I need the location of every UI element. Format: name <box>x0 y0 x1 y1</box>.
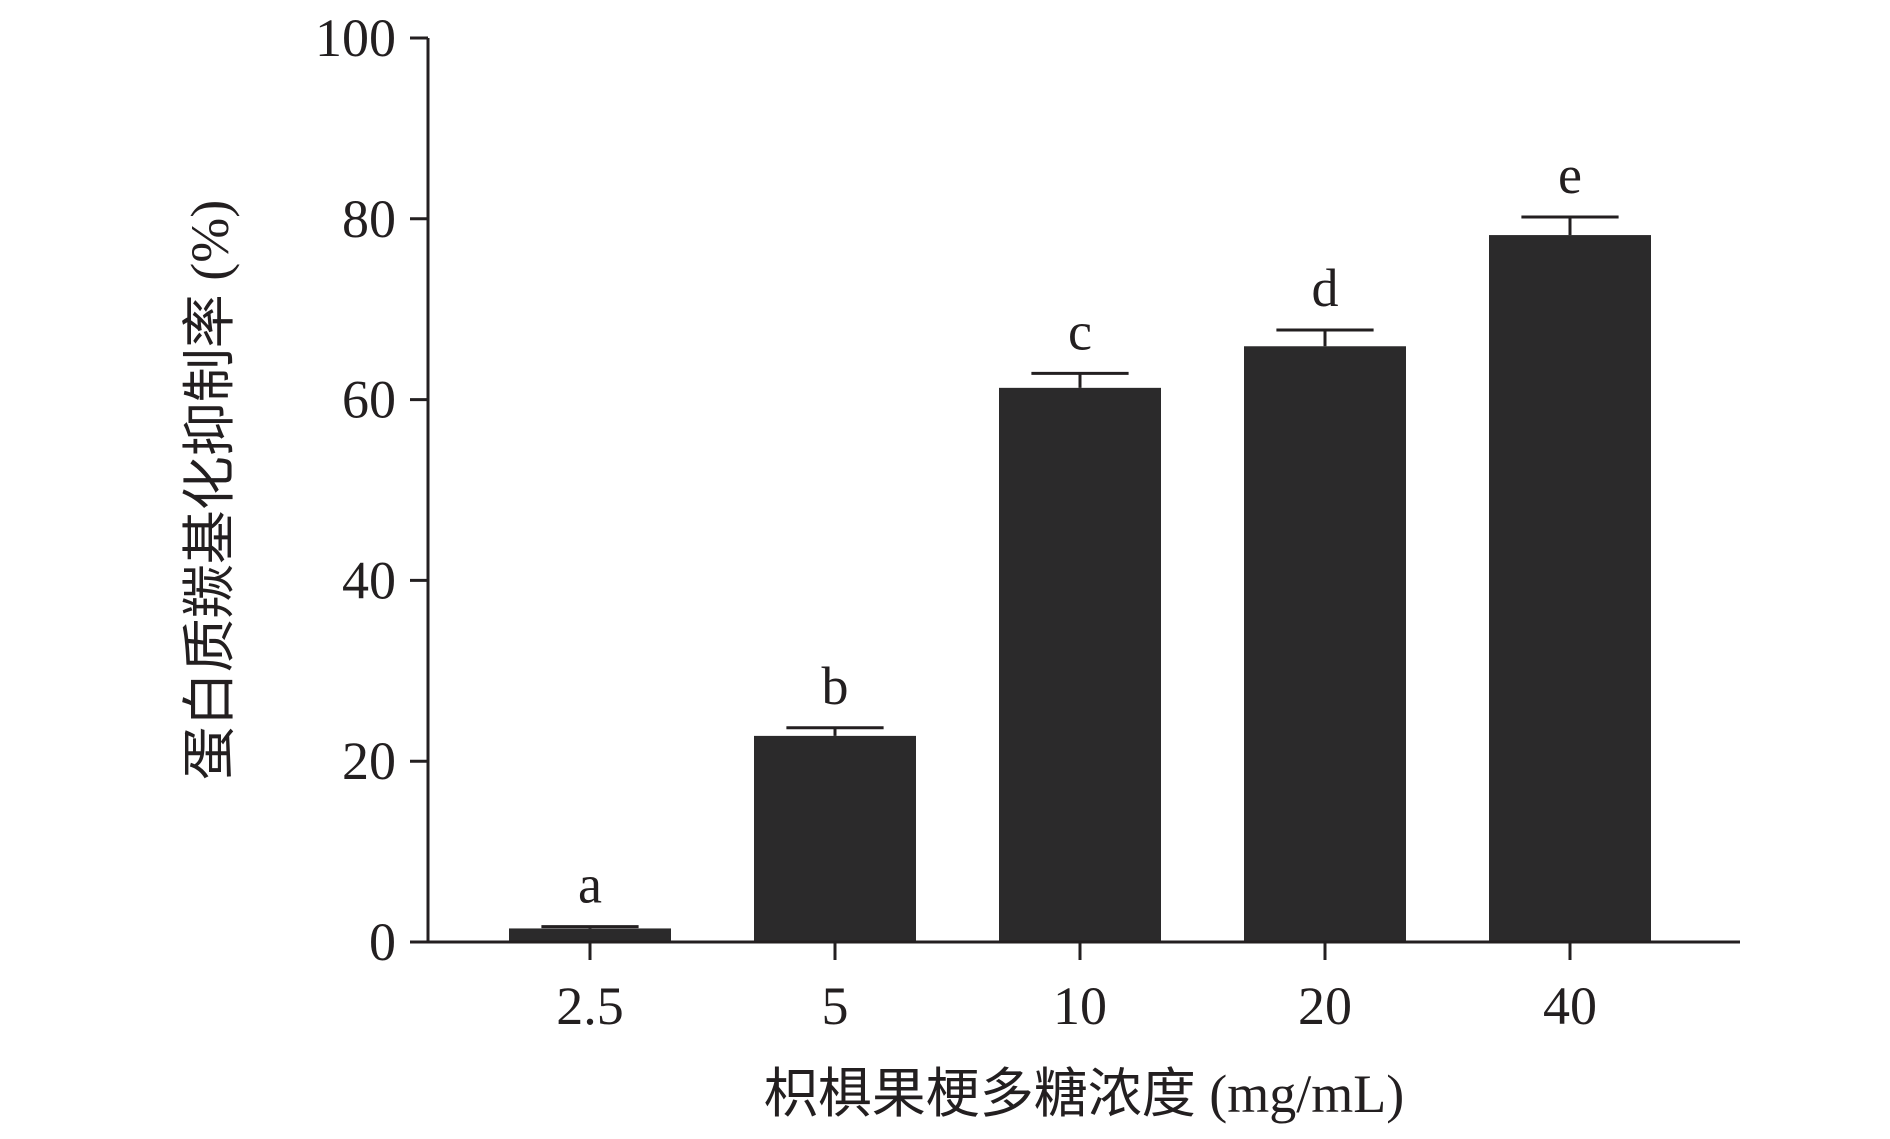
significance-label: b <box>822 656 849 716</box>
y-tick-label: 0 <box>369 912 396 972</box>
significance-label: c <box>1068 301 1092 361</box>
y-tick-label: 80 <box>342 189 396 249</box>
y-tick-label: 40 <box>342 550 396 610</box>
x-tick-label: 40 <box>1543 976 1597 1036</box>
significance-label: d <box>1312 258 1339 318</box>
x-tick-label: 2.5 <box>556 976 624 1036</box>
plot-area: a b c d e <box>509 145 1651 942</box>
bar <box>1489 235 1651 942</box>
x-tick-label: 20 <box>1298 976 1352 1036</box>
x-axis-ticks: 2.5 5 10 20 40 <box>556 942 1597 1036</box>
y-tick-label: 60 <box>342 370 396 430</box>
bar <box>999 387 1161 942</box>
y-axis-ticks: 0 20 40 60 80 100 <box>315 8 428 972</box>
y-axis-title: 蛋白质羰基化抑制率 (%) <box>180 200 240 780</box>
bar <box>509 928 671 942</box>
significance-label: a <box>578 855 602 915</box>
y-tick-label: 20 <box>342 731 396 791</box>
bar <box>1244 346 1406 942</box>
bar <box>754 735 916 942</box>
significance-label: e <box>1558 145 1582 205</box>
y-tick-label: 100 <box>315 8 396 68</box>
x-tick-label: 5 <box>822 976 849 1036</box>
x-axis-title: 枳椇果梗多糖浓度 (mg/mL) <box>764 1064 1404 1124</box>
x-tick-label: 10 <box>1053 976 1107 1036</box>
